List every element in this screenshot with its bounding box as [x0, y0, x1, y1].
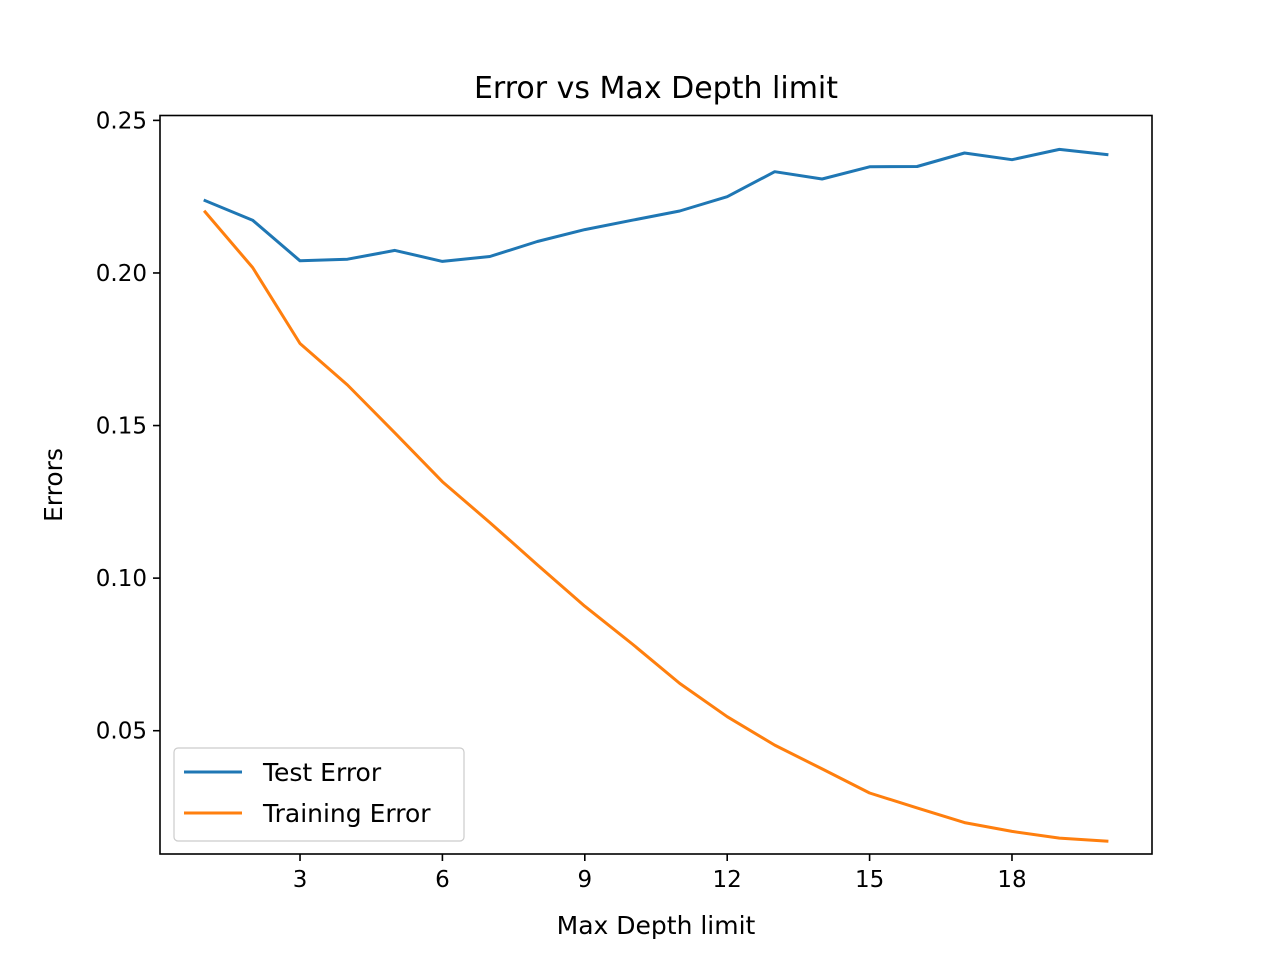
x-axis-label: Max Depth limit [557, 911, 756, 940]
y-tick-label: 0.25 [96, 108, 147, 134]
series-line-test-error [203, 147, 1109, 263]
x-tick-label: 6 [435, 867, 450, 893]
y-tick-label: 0.20 [96, 261, 147, 287]
y-axis-label: Errors [39, 448, 68, 522]
legend: Test Error Training Error [173, 747, 465, 842]
x-tick-label: 18 [997, 867, 1026, 893]
chart-title: Error vs Max Depth limit [474, 71, 838, 106]
y-axis-ticks: 0.05 0.10 0.15 0.20 0.25 [96, 108, 160, 745]
legend-label-training-error: Training Error [262, 799, 431, 828]
series-line-training-error [202, 209, 1109, 843]
y-tick-label: 0.10 [96, 566, 147, 592]
plot-area [202, 147, 1109, 843]
x-axis-ticks: 3 6 9 12 15 18 [293, 854, 1027, 893]
x-tick-label: 12 [713, 867, 742, 893]
y-tick-label: 0.15 [96, 414, 147, 440]
x-tick-label: 9 [577, 867, 592, 893]
y-tick-label: 0.05 [96, 719, 147, 745]
legend-box [173, 747, 465, 842]
x-tick-label: 15 [855, 867, 884, 893]
x-tick-label: 3 [293, 867, 308, 893]
legend-label-test-error: Test Error [262, 758, 382, 787]
plot-frame [159, 114, 1153, 855]
